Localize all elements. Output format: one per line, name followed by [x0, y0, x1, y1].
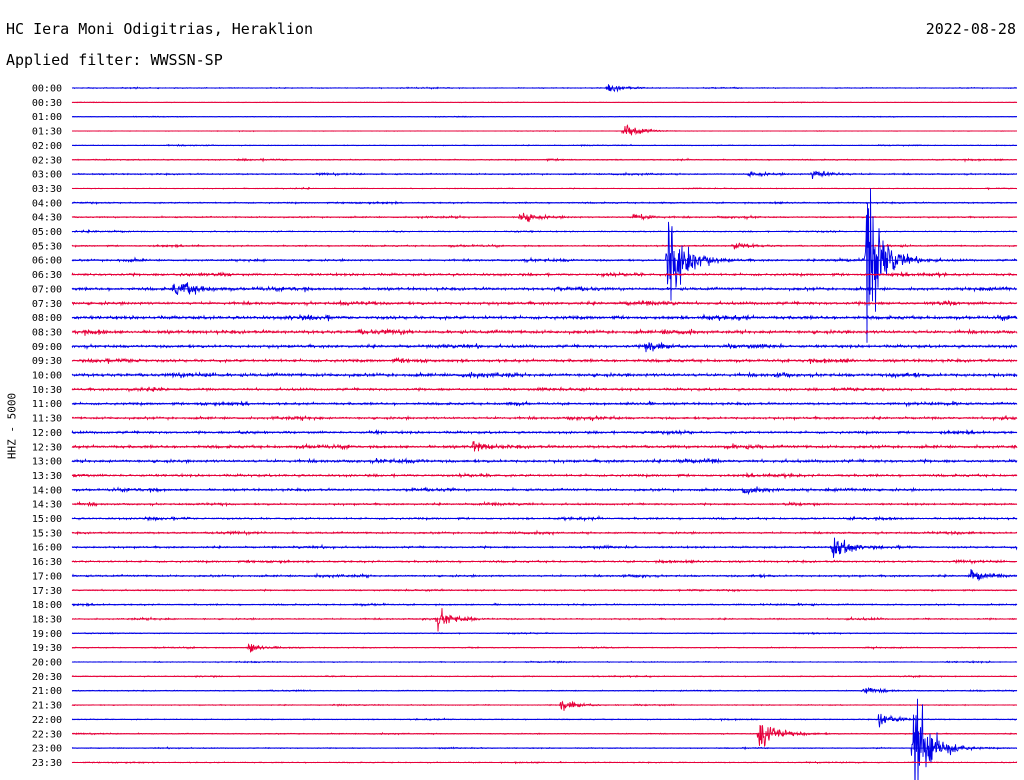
seismogram-trace-1830	[71, 608, 1018, 632]
seismogram-trace-0900	[71, 341, 1018, 353]
row-time-label: 05:30	[32, 241, 62, 252]
row-time-label: 02:00	[32, 141, 62, 152]
row-time-label: 13:00	[32, 457, 62, 468]
row-time-label: 10:00	[32, 371, 62, 382]
row-time-label: 22:30	[32, 729, 62, 740]
seismogram-trace-0130	[72, 124, 1017, 136]
seismogram-trace-1700	[71, 569, 1018, 582]
row-time-label: 11:30	[32, 414, 62, 425]
row-time-label: 15:30	[32, 528, 62, 539]
row-time-label: 06:30	[32, 270, 62, 281]
row-time-label: 02:30	[32, 155, 62, 166]
row-time-label: 21:30	[32, 701, 62, 712]
row-time-label: 14:30	[32, 500, 62, 511]
row-time-label: 00:00	[32, 84, 62, 95]
row-time-label: 16:30	[32, 557, 62, 568]
row-time-label: 04:00	[32, 198, 62, 209]
row-time-label: 23:00	[32, 744, 62, 755]
row-time-label: 01:30	[32, 127, 62, 138]
row-time-label: 20:30	[32, 672, 62, 683]
row-time-label: 09:30	[32, 356, 62, 367]
row-time-label: 23:30	[32, 758, 62, 769]
row-time-label: 08:00	[32, 313, 62, 324]
seismogram-trace-2230	[72, 724, 1017, 748]
seismogram-trace-2200	[71, 713, 1017, 728]
row-time-label: 13:30	[32, 471, 62, 482]
row-time-label: 08:30	[32, 327, 62, 338]
seismogram-trace-0600	[71, 188, 1018, 343]
filter-label: Applied filter: WWSSN-SP	[6, 51, 223, 69]
row-time-label: 17:30	[32, 586, 62, 597]
row-time-label: 04:30	[32, 213, 62, 224]
row-time-label: 12:00	[32, 428, 62, 439]
row-time-label: 18:00	[32, 600, 62, 611]
chart-title: HC Iera Moni Odigitrias, Heraklion	[6, 20, 314, 38]
row-time-label: 00:30	[32, 98, 62, 109]
row-time-label: 15:00	[32, 514, 62, 525]
row-time-label: 03:00	[32, 170, 62, 181]
seismogram-trace-1600	[71, 537, 1018, 558]
row-time-label: 16:00	[32, 543, 62, 554]
row-time-label: 19:00	[32, 629, 62, 640]
row-time-label: 20:00	[32, 658, 62, 669]
row-time-label: 03:30	[32, 184, 62, 195]
seismogram-trace-2130	[71, 700, 1018, 711]
row-time-label: 12:30	[32, 442, 62, 453]
row-time-label: 18:30	[32, 614, 62, 625]
row-time-label: 11:00	[32, 399, 62, 410]
row-time-label: 09:00	[32, 342, 62, 353]
row-time-label: 21:00	[32, 686, 62, 697]
chart-date: 2022-08-28	[925, 20, 1016, 38]
seismogram-trace-2300	[71, 698, 1018, 780]
seismogram-trace-0300	[71, 170, 1018, 179]
row-time-label: 17:00	[32, 571, 62, 582]
row-time-label: 14:00	[32, 485, 62, 496]
row-time-label: 06:00	[32, 256, 62, 267]
row-time-label: 19:30	[32, 643, 62, 654]
row-time-label: 22:00	[32, 715, 62, 726]
row-time-label: 07:30	[32, 299, 62, 310]
row-time-label: 01:00	[32, 112, 62, 123]
row-time-label: 05:00	[32, 227, 62, 238]
row-time-label: 07:00	[32, 284, 62, 295]
row-time-label: 10:30	[32, 385, 62, 396]
